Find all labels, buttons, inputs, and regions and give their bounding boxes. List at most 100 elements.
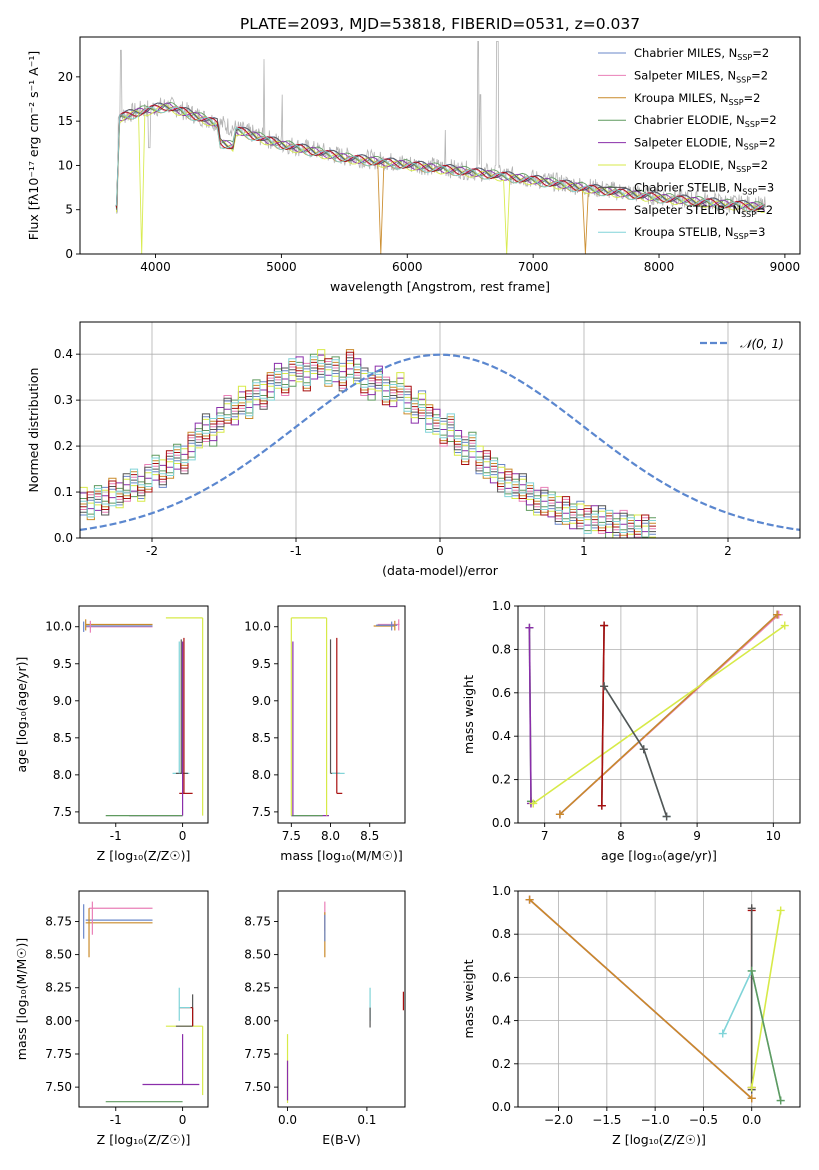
y-tick-label: 8.75 [45, 914, 72, 928]
legend-label: Chabrier ELODIE, NSSP=2 [634, 113, 777, 129]
spectrum-model-line [116, 106, 765, 212]
x-tick-label: 0.0 [742, 1113, 761, 1127]
x-axis-label: mass [log₁₀(M/M☉)] [280, 848, 402, 863]
weight-marker [600, 621, 609, 630]
weight-marker [747, 966, 756, 975]
y-tick-label: 5 [65, 203, 73, 217]
weight-marker [747, 1083, 756, 1092]
x-tick-label: 5000 [266, 260, 297, 274]
legend-label: Chabrier STELIB, NSSP=3 [634, 180, 774, 196]
weight-marker [780, 621, 789, 630]
x-tick-label: 0 [179, 1113, 187, 1127]
axes-frame [277, 890, 406, 1108]
spectrum-model-line [116, 104, 766, 211]
panel-age-vs-mass: 7.5 8.0 8.5 7.5 8.0 8.5 9.0 9.5 10.0 mass [log₁₀(… [244, 605, 406, 863]
y-tick-label: 9.0 [252, 694, 271, 708]
weight-line [603, 685, 668, 817]
legend-label: Salpeter ELODIE, NSSP=2 [634, 136, 776, 152]
legend-label: Kroupa MILES, NSSP=2 [634, 91, 760, 107]
y-tick-label: 8.5 [252, 731, 271, 745]
y-tick-label: 0.6 [492, 970, 511, 984]
axes-frame [277, 605, 406, 824]
x-tick-label: 7 [541, 829, 549, 843]
y-tick-label: 0.8 [492, 642, 511, 656]
legend-label: Salpeter STELIB, NSSP=2 [634, 203, 773, 219]
axes-frame [517, 605, 801, 824]
y-tick-label: 9.5 [53, 657, 72, 671]
y-tick-label: 8.0 [252, 768, 271, 782]
x-tick-label: -1 [110, 1113, 122, 1127]
legend-label: Salpeter MILES, NSSP=2 [634, 68, 768, 84]
weight-marker [776, 1096, 785, 1105]
histogram-step [80, 356, 656, 538]
figure-title: PLATE=2093, MJD=53818, FIBERID=0531, z=0… [240, 15, 640, 33]
weight-marker [747, 904, 756, 913]
y-axis-label: mass [log₁₀(M/M☉)] [14, 938, 29, 1060]
plot-area [83, 901, 204, 1103]
y-tick-label: 7.50 [45, 1080, 72, 1094]
weight-line [603, 685, 668, 817]
y-tick-label: 7.5 [252, 805, 271, 819]
y-tick-label: 7.75 [244, 1047, 271, 1061]
y-tick-label: 8.00 [244, 1014, 271, 1028]
weight-marker [525, 623, 534, 632]
y-tick-label: 0.4 [54, 347, 73, 361]
axes-frame [78, 890, 209, 1108]
y-tick-label: 0.2 [492, 1057, 511, 1071]
y-tick-label: 0.3 [54, 393, 73, 407]
y-tick-label: 10.0 [45, 620, 72, 634]
x-tick-label: 9 [693, 829, 701, 843]
y-tick-label: 0.0 [492, 816, 511, 830]
y-tick-label: 0.4 [492, 729, 511, 743]
y-axis-label: mass weight [461, 959, 476, 1038]
y-tick-label: 10 [58, 158, 73, 172]
axes-frame [78, 605, 209, 824]
weight-marker [555, 810, 564, 819]
y-tick-label: 0.2 [54, 439, 73, 453]
x-tick-label: 8000 [644, 260, 675, 274]
y-tick-label: 9.5 [252, 657, 271, 671]
x-tick-label: 0 [436, 544, 444, 558]
y-tick-label: 7.75 [45, 1047, 72, 1061]
y-axis-label: mass weight [461, 675, 476, 754]
x-tick-label: -1 [110, 829, 122, 843]
weight-marker [525, 895, 534, 904]
weight-marker [597, 801, 606, 810]
x-tick-label: 0.0 [278, 1113, 297, 1127]
x-tick-label: 4000 [140, 260, 171, 274]
panel-spectrum: Chabrier MILES, NSSP=2 Salpeter MILES, NS… [26, 36, 801, 294]
plot-area [286, 901, 405, 1104]
y-tick-label: 1.0 [492, 599, 511, 613]
x-tick-label: 2 [724, 544, 732, 558]
x-tick-label: 10 [766, 829, 781, 843]
y-tick-label: 10.0 [244, 620, 271, 634]
y-tick-label: 8.50 [244, 948, 271, 962]
y-tick-label: 8.5 [53, 731, 72, 745]
y-tick-label: 7.5 [53, 805, 72, 819]
y-tick-label: 0.1 [54, 485, 73, 499]
weight-line [750, 970, 782, 1101]
x-axis-label: wavelength [Angstrom, rest frame] [330, 279, 550, 294]
y-tick-label: 8.0 [53, 768, 72, 782]
weight-marker [776, 906, 785, 915]
x-tick-label: 8 [617, 829, 625, 843]
y-axis-label: age [log₁₀(age/yr)] [14, 657, 29, 773]
x-tick-label: −1.5 [592, 1113, 621, 1127]
plot-area [114, 41, 766, 254]
spectrum-model-line [116, 101, 766, 209]
y-tick-label: 0 [65, 247, 73, 261]
panel-residual-histogram: 𝒩(0, 1) -2 -1 0 1 2 0.0 0.1 0.2 0.3 0.4 (data-model… [26, 321, 801, 578]
x-tick-label: −0.5 [689, 1113, 718, 1127]
y-tick-label: 7.50 [244, 1080, 271, 1094]
weight-line [601, 625, 605, 806]
weight-marker [747, 1094, 756, 1103]
y-tick-label: 20 [58, 70, 73, 84]
x-tick-label: -1 [290, 544, 302, 558]
panel-age-vs-Z: -1 0 7.5 8.0 8.5 9.0 9.5 10.0 Z [log₁₀(Z/Z☉)] age… [14, 605, 209, 863]
legend-label: 𝒩(0, 1) [740, 337, 784, 351]
x-axis-label: Z [log₁₀(Z/Z☉)] [612, 1132, 706, 1147]
y-tick-label: 0.6 [492, 686, 511, 700]
y-tick-label: 0.2 [492, 773, 511, 787]
x-tick-label: 7.5 [282, 829, 301, 843]
